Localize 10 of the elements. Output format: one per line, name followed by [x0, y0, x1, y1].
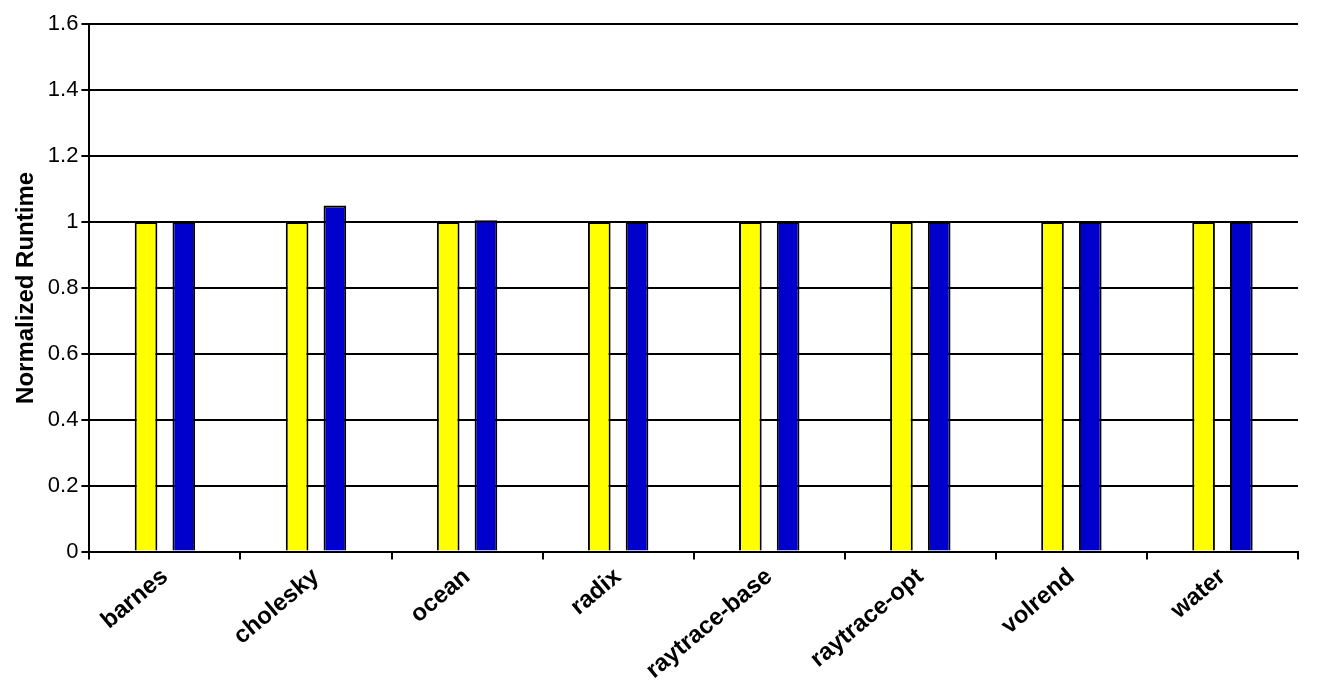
- y-tick-label: 0.8: [47, 273, 79, 299]
- y-tick-label: 1: [66, 208, 79, 234]
- y-tick-label: 1.6: [47, 10, 79, 36]
- y-axis-title: Normalized Runtime: [11, 171, 39, 404]
- y-tick-label: 0.6: [47, 339, 79, 365]
- y-tick-label: 0.4: [47, 405, 79, 431]
- y-tick-label: 1.2: [47, 142, 79, 168]
- y-tick-label: 0.2: [47, 471, 79, 497]
- y-tick-label: 0: [66, 537, 79, 563]
- y-tick-label: 1.4: [47, 76, 79, 102]
